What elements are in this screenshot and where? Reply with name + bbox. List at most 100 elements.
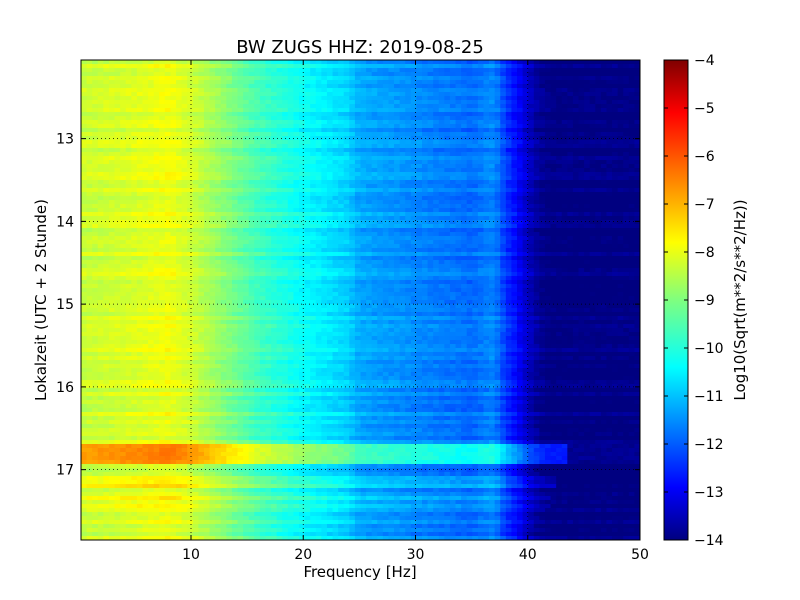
heatmap-cell xyxy=(399,120,406,125)
heatmap-cell xyxy=(528,228,535,233)
heatmap-cell xyxy=(254,152,261,157)
heatmap-cell xyxy=(561,204,568,209)
heatmap-cell xyxy=(360,196,367,201)
heatmap-cell xyxy=(394,152,401,157)
heatmap-cell xyxy=(81,168,88,173)
heatmap-cell xyxy=(366,68,373,73)
heatmap-cell xyxy=(539,220,546,225)
heatmap-cell xyxy=(293,176,300,181)
heatmap-cell xyxy=(315,136,322,141)
heatmap-cell xyxy=(477,216,485,221)
heatmap-cell xyxy=(366,252,373,257)
heatmap-cell xyxy=(455,160,462,165)
heatmap-cell xyxy=(472,180,479,185)
heatmap-cell xyxy=(612,220,619,225)
heatmap-cell xyxy=(584,228,591,233)
heatmap-cell xyxy=(226,228,233,233)
heatmap-cell xyxy=(628,104,636,109)
heatmap-cell xyxy=(550,104,557,109)
heatmap-cell xyxy=(92,160,99,165)
heatmap-cell xyxy=(187,244,194,249)
heatmap-cell xyxy=(159,248,166,253)
heatmap-cell xyxy=(259,60,267,65)
heatmap-cell xyxy=(500,120,507,125)
heatmap-cell xyxy=(612,96,619,101)
heatmap-cell xyxy=(108,132,116,137)
heatmap-cell xyxy=(310,180,317,185)
heatmap-cell xyxy=(449,72,457,77)
heatmap-cell xyxy=(148,88,155,93)
heatmap-cell xyxy=(444,232,451,237)
heatmap-cell xyxy=(371,204,378,209)
heatmap-cell xyxy=(500,172,507,177)
heatmap-cell xyxy=(399,212,406,217)
heatmap-cell xyxy=(477,112,485,117)
heatmap-cell xyxy=(86,60,93,65)
heatmap-cell xyxy=(634,224,640,229)
heatmap-cell xyxy=(259,224,267,229)
heatmap-cell xyxy=(584,248,591,253)
heatmap-cell xyxy=(153,152,160,157)
heatmap-cell xyxy=(472,100,479,105)
heatmap-cell xyxy=(634,240,640,245)
heatmap-cell xyxy=(215,188,222,193)
heatmap-cell xyxy=(310,172,317,177)
heatmap-cell xyxy=(265,84,272,89)
heatmap-cell xyxy=(505,96,513,101)
heatmap-cell xyxy=(203,248,211,253)
heatmap-cell xyxy=(628,160,636,165)
heatmap-cell xyxy=(449,144,457,149)
heatmap-cell xyxy=(612,136,619,141)
heatmap-cell xyxy=(265,152,272,157)
heatmap-cell xyxy=(103,92,110,97)
heatmap-cell xyxy=(578,132,585,137)
heatmap-cell xyxy=(371,252,378,257)
heatmap-cell xyxy=(584,184,591,189)
heatmap-cell xyxy=(567,248,574,253)
heatmap-cell xyxy=(438,232,445,237)
heatmap-cell xyxy=(181,124,188,129)
heatmap-cell xyxy=(489,116,496,121)
heatmap-cell xyxy=(634,196,640,201)
heatmap-cell xyxy=(449,208,457,213)
heatmap-cell xyxy=(371,232,378,237)
heatmap-cell xyxy=(321,72,328,77)
heatmap-cell xyxy=(466,212,473,217)
heatmap-cell xyxy=(388,60,395,65)
heatmap-cell xyxy=(511,68,518,73)
heatmap-cell xyxy=(567,124,574,129)
heatmap-cell xyxy=(187,84,194,89)
heatmap-cell xyxy=(444,132,451,137)
heatmap-cell xyxy=(271,112,278,117)
heatmap-cell xyxy=(483,116,490,121)
heatmap-cell xyxy=(153,244,160,249)
heatmap-cell xyxy=(572,96,580,101)
heatmap-cell xyxy=(584,164,591,169)
heatmap-cell xyxy=(449,252,457,257)
heatmap-cell xyxy=(623,112,630,117)
heatmap-cell xyxy=(561,116,568,121)
heatmap-cell xyxy=(343,84,350,89)
heatmap-cell xyxy=(97,168,104,173)
heatmap-cell xyxy=(606,140,613,145)
heatmap-cell xyxy=(433,232,440,237)
heatmap-cell xyxy=(567,196,574,201)
heatmap-cell xyxy=(410,192,417,197)
heatmap-cell xyxy=(410,208,417,213)
heatmap-cell xyxy=(533,104,540,109)
heatmap-cell xyxy=(215,216,222,221)
heatmap-cell xyxy=(612,180,619,185)
heatmap-cell xyxy=(282,256,289,261)
heatmap-cell xyxy=(148,184,155,189)
heatmap-cell xyxy=(461,244,468,249)
heatmap-cell xyxy=(628,136,636,141)
heatmap-cell xyxy=(606,204,613,209)
heatmap-cell xyxy=(153,156,160,161)
heatmap-cell xyxy=(243,144,250,149)
heatmap-cell xyxy=(153,72,160,77)
heatmap-cell xyxy=(578,156,585,161)
heatmap-cell xyxy=(449,128,457,133)
heatmap-cell xyxy=(371,172,378,177)
heatmap-cell xyxy=(483,228,490,233)
heatmap-cell xyxy=(550,204,557,209)
